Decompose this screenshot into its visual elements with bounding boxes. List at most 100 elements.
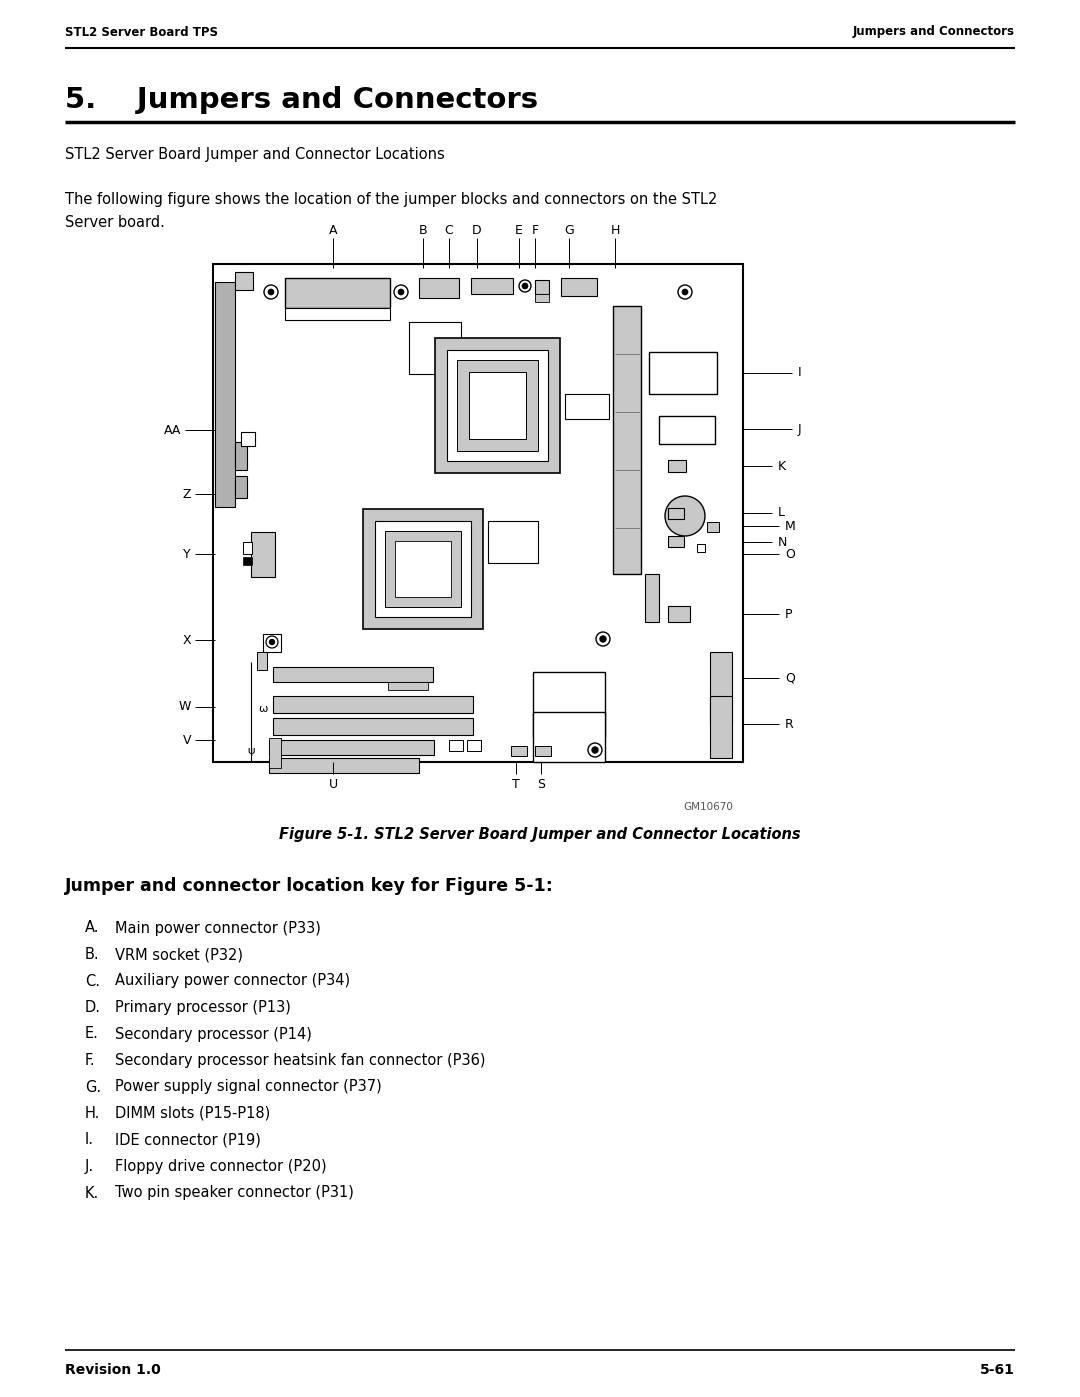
- Text: Z: Z: [183, 488, 191, 500]
- Bar: [697, 543, 705, 552]
- Circle shape: [596, 631, 610, 645]
- Bar: [710, 652, 732, 724]
- Bar: [363, 509, 483, 629]
- Bar: [241, 432, 255, 446]
- Text: F.: F.: [85, 1053, 96, 1067]
- Text: G.: G.: [85, 1080, 102, 1094]
- Text: Y: Y: [184, 548, 191, 560]
- Bar: [469, 372, 526, 439]
- Circle shape: [522, 284, 528, 289]
- Bar: [613, 306, 642, 574]
- Bar: [213, 264, 743, 761]
- Bar: [375, 521, 471, 617]
- Text: Two pin speaker connector (P31): Two pin speaker connector (P31): [114, 1186, 354, 1200]
- Text: H: H: [610, 224, 620, 236]
- Text: AA: AA: [164, 423, 181, 436]
- Bar: [534, 712, 605, 761]
- Circle shape: [264, 285, 278, 299]
- Text: Revision 1.0: Revision 1.0: [65, 1363, 161, 1377]
- Text: O: O: [785, 548, 795, 560]
- Bar: [273, 696, 473, 712]
- Circle shape: [600, 636, 606, 643]
- Text: E: E: [515, 224, 523, 236]
- Bar: [457, 360, 538, 451]
- Text: STL2 Server Board TPS: STL2 Server Board TPS: [65, 25, 218, 39]
- Text: A: A: [328, 224, 337, 236]
- Text: K.: K.: [85, 1186, 99, 1200]
- Bar: [273, 718, 473, 735]
- Text: D: D: [472, 224, 482, 236]
- Circle shape: [519, 279, 531, 292]
- Text: DIMM slots (P15-P18): DIMM slots (P15-P18): [114, 1106, 270, 1120]
- Text: M: M: [785, 520, 796, 532]
- Text: 5.    Jumpers and Connectors: 5. Jumpers and Connectors: [65, 87, 538, 115]
- Text: Power supply signal connector (P37): Power supply signal connector (P37): [114, 1080, 381, 1094]
- Bar: [669, 460, 686, 472]
- Text: Jumper and connector location key for Figure 5-1:: Jumper and connector location key for Fi…: [65, 877, 554, 895]
- Bar: [409, 321, 461, 374]
- Bar: [269, 759, 419, 773]
- Text: Figure 5-1. STL2 Server Board Jumper and Connector Locations: Figure 5-1. STL2 Server Board Jumper and…: [280, 827, 800, 841]
- Bar: [243, 542, 252, 555]
- Text: Main power connector (P33): Main power connector (P33): [114, 921, 321, 936]
- Bar: [285, 278, 390, 307]
- Text: Server board.: Server board.: [65, 215, 165, 231]
- Text: U: U: [328, 778, 338, 791]
- Text: F: F: [531, 224, 539, 236]
- Bar: [471, 278, 513, 293]
- Text: H.: H.: [85, 1106, 100, 1120]
- Bar: [659, 416, 715, 444]
- Circle shape: [678, 285, 692, 299]
- Bar: [565, 394, 609, 419]
- Bar: [435, 338, 561, 474]
- Bar: [388, 682, 428, 690]
- Bar: [535, 293, 549, 302]
- Text: W: W: [178, 700, 191, 714]
- Text: C.: C.: [85, 974, 100, 989]
- Bar: [264, 634, 281, 652]
- Circle shape: [268, 289, 274, 295]
- Text: 5-61: 5-61: [981, 1363, 1015, 1377]
- Text: D.: D.: [85, 1000, 102, 1016]
- Circle shape: [592, 747, 598, 753]
- Text: VRM socket (P32): VRM socket (P32): [114, 947, 243, 963]
- Text: Secondary processor heatsink fan connector (P36): Secondary processor heatsink fan connect…: [114, 1053, 486, 1067]
- Text: G: G: [564, 224, 573, 236]
- Text: S: S: [537, 778, 545, 791]
- Text: GM10670: GM10670: [684, 802, 733, 812]
- Text: B.: B.: [85, 947, 99, 963]
- Text: J.: J.: [85, 1160, 94, 1173]
- Bar: [269, 740, 434, 754]
- Text: Q: Q: [785, 672, 795, 685]
- Circle shape: [394, 285, 408, 299]
- Bar: [257, 652, 267, 671]
- Circle shape: [588, 743, 602, 757]
- Bar: [285, 307, 390, 320]
- Bar: [215, 282, 235, 507]
- Circle shape: [266, 636, 278, 648]
- Text: N: N: [778, 535, 787, 549]
- Bar: [649, 352, 717, 394]
- Text: Auxiliary power connector (P34): Auxiliary power connector (P34): [114, 974, 350, 989]
- Text: P: P: [785, 608, 793, 620]
- Bar: [561, 278, 597, 296]
- Circle shape: [665, 496, 705, 536]
- Bar: [419, 278, 459, 298]
- Circle shape: [681, 289, 688, 295]
- Text: IDE connector (P19): IDE connector (P19): [114, 1133, 261, 1147]
- Text: L: L: [778, 507, 785, 520]
- Bar: [235, 272, 253, 291]
- Bar: [273, 666, 433, 682]
- Text: V: V: [183, 733, 191, 746]
- Bar: [535, 279, 549, 293]
- Bar: [251, 532, 275, 577]
- Bar: [511, 746, 527, 756]
- Text: STL2 Server Board Jumper and Connector Locations: STL2 Server Board Jumper and Connector L…: [65, 148, 445, 162]
- Bar: [384, 531, 461, 608]
- Bar: [395, 541, 451, 597]
- Bar: [447, 351, 548, 461]
- Bar: [488, 521, 538, 563]
- Text: J: J: [798, 422, 801, 436]
- Text: Floppy drive connector (P20): Floppy drive connector (P20): [114, 1160, 326, 1173]
- Text: ψ: ψ: [247, 746, 255, 756]
